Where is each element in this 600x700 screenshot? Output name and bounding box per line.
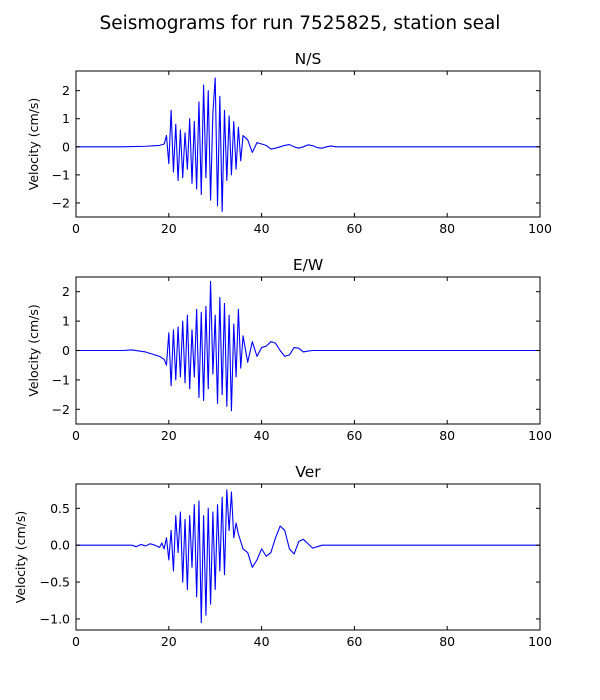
x-tick-label: 0 — [72, 428, 80, 443]
x-tick-label: 40 — [254, 221, 270, 236]
y-tick-label: 0.0 — [50, 538, 70, 553]
x-tick-label: 60 — [346, 634, 362, 649]
panel-ns: N/S Velocity (cm/s) 0 20 40 60 80 100 −2 −1 0 1 2 — [26, 50, 552, 236]
y-tick-label: 0 — [62, 343, 70, 358]
y-tick-label: −1 — [52, 167, 70, 182]
y-tick-label: −2 — [52, 195, 70, 210]
y-tick-label: −2 — [52, 402, 70, 417]
panel-ver: Ver Velocity (cm/s) 0 20 40 60 80 100 −1.0 −0.5 0.… — [13, 463, 552, 649]
series-line — [76, 77, 540, 212]
x-tick-label: 100 — [528, 428, 552, 443]
x-tick-label: 40 — [254, 428, 270, 443]
x-tick-label: 100 — [528, 221, 552, 236]
y-axis-label: Velocity (cm/s) — [26, 304, 41, 397]
x-tick-label: 0 — [72, 221, 80, 236]
panel-title: E/W — [293, 256, 323, 274]
x-tick-label: 20 — [161, 221, 177, 236]
plot-frame — [75, 483, 541, 631]
x-tick-label: 20 — [161, 428, 177, 443]
panel-ew: E/W Velocity (cm/s) 0 20 40 60 80 100 −2 −1 0 1 2 — [26, 256, 552, 443]
y-tick-label: 0.5 — [50, 501, 70, 516]
y-tick-label: 1 — [62, 314, 70, 329]
x-tick-label: 0 — [72, 634, 80, 649]
panel-title: N/S — [295, 50, 322, 68]
x-tick-label: 20 — [161, 634, 177, 649]
series-line — [76, 280, 540, 412]
y-tick-label: 2 — [62, 83, 70, 98]
x-tick-label: 60 — [346, 428, 362, 443]
y-axis-label: Velocity (cm/s) — [26, 98, 41, 191]
y-tick-label: 1 — [62, 111, 70, 126]
x-tick-label: 40 — [254, 634, 270, 649]
series-line — [76, 489, 540, 624]
x-tick-label: 100 — [528, 634, 552, 649]
y-axis-label: Velocity (cm/s) — [13, 511, 28, 604]
x-tick-label: 60 — [346, 221, 362, 236]
figure-title: Seismograms for run 7525825, station sea… — [100, 13, 501, 34]
y-tick-label: 2 — [62, 284, 70, 299]
y-tick-label: −1.0 — [40, 611, 70, 626]
x-tick-label: 80 — [439, 634, 455, 649]
plot-frame — [75, 70, 541, 218]
y-tick-label: −0.5 — [40, 575, 70, 590]
x-tick-label: 80 — [439, 221, 455, 236]
y-tick-label: −1 — [52, 372, 70, 387]
y-tick-label: 0 — [62, 139, 70, 154]
panel-title: Ver — [295, 463, 321, 481]
x-tick-label: 80 — [439, 428, 455, 443]
